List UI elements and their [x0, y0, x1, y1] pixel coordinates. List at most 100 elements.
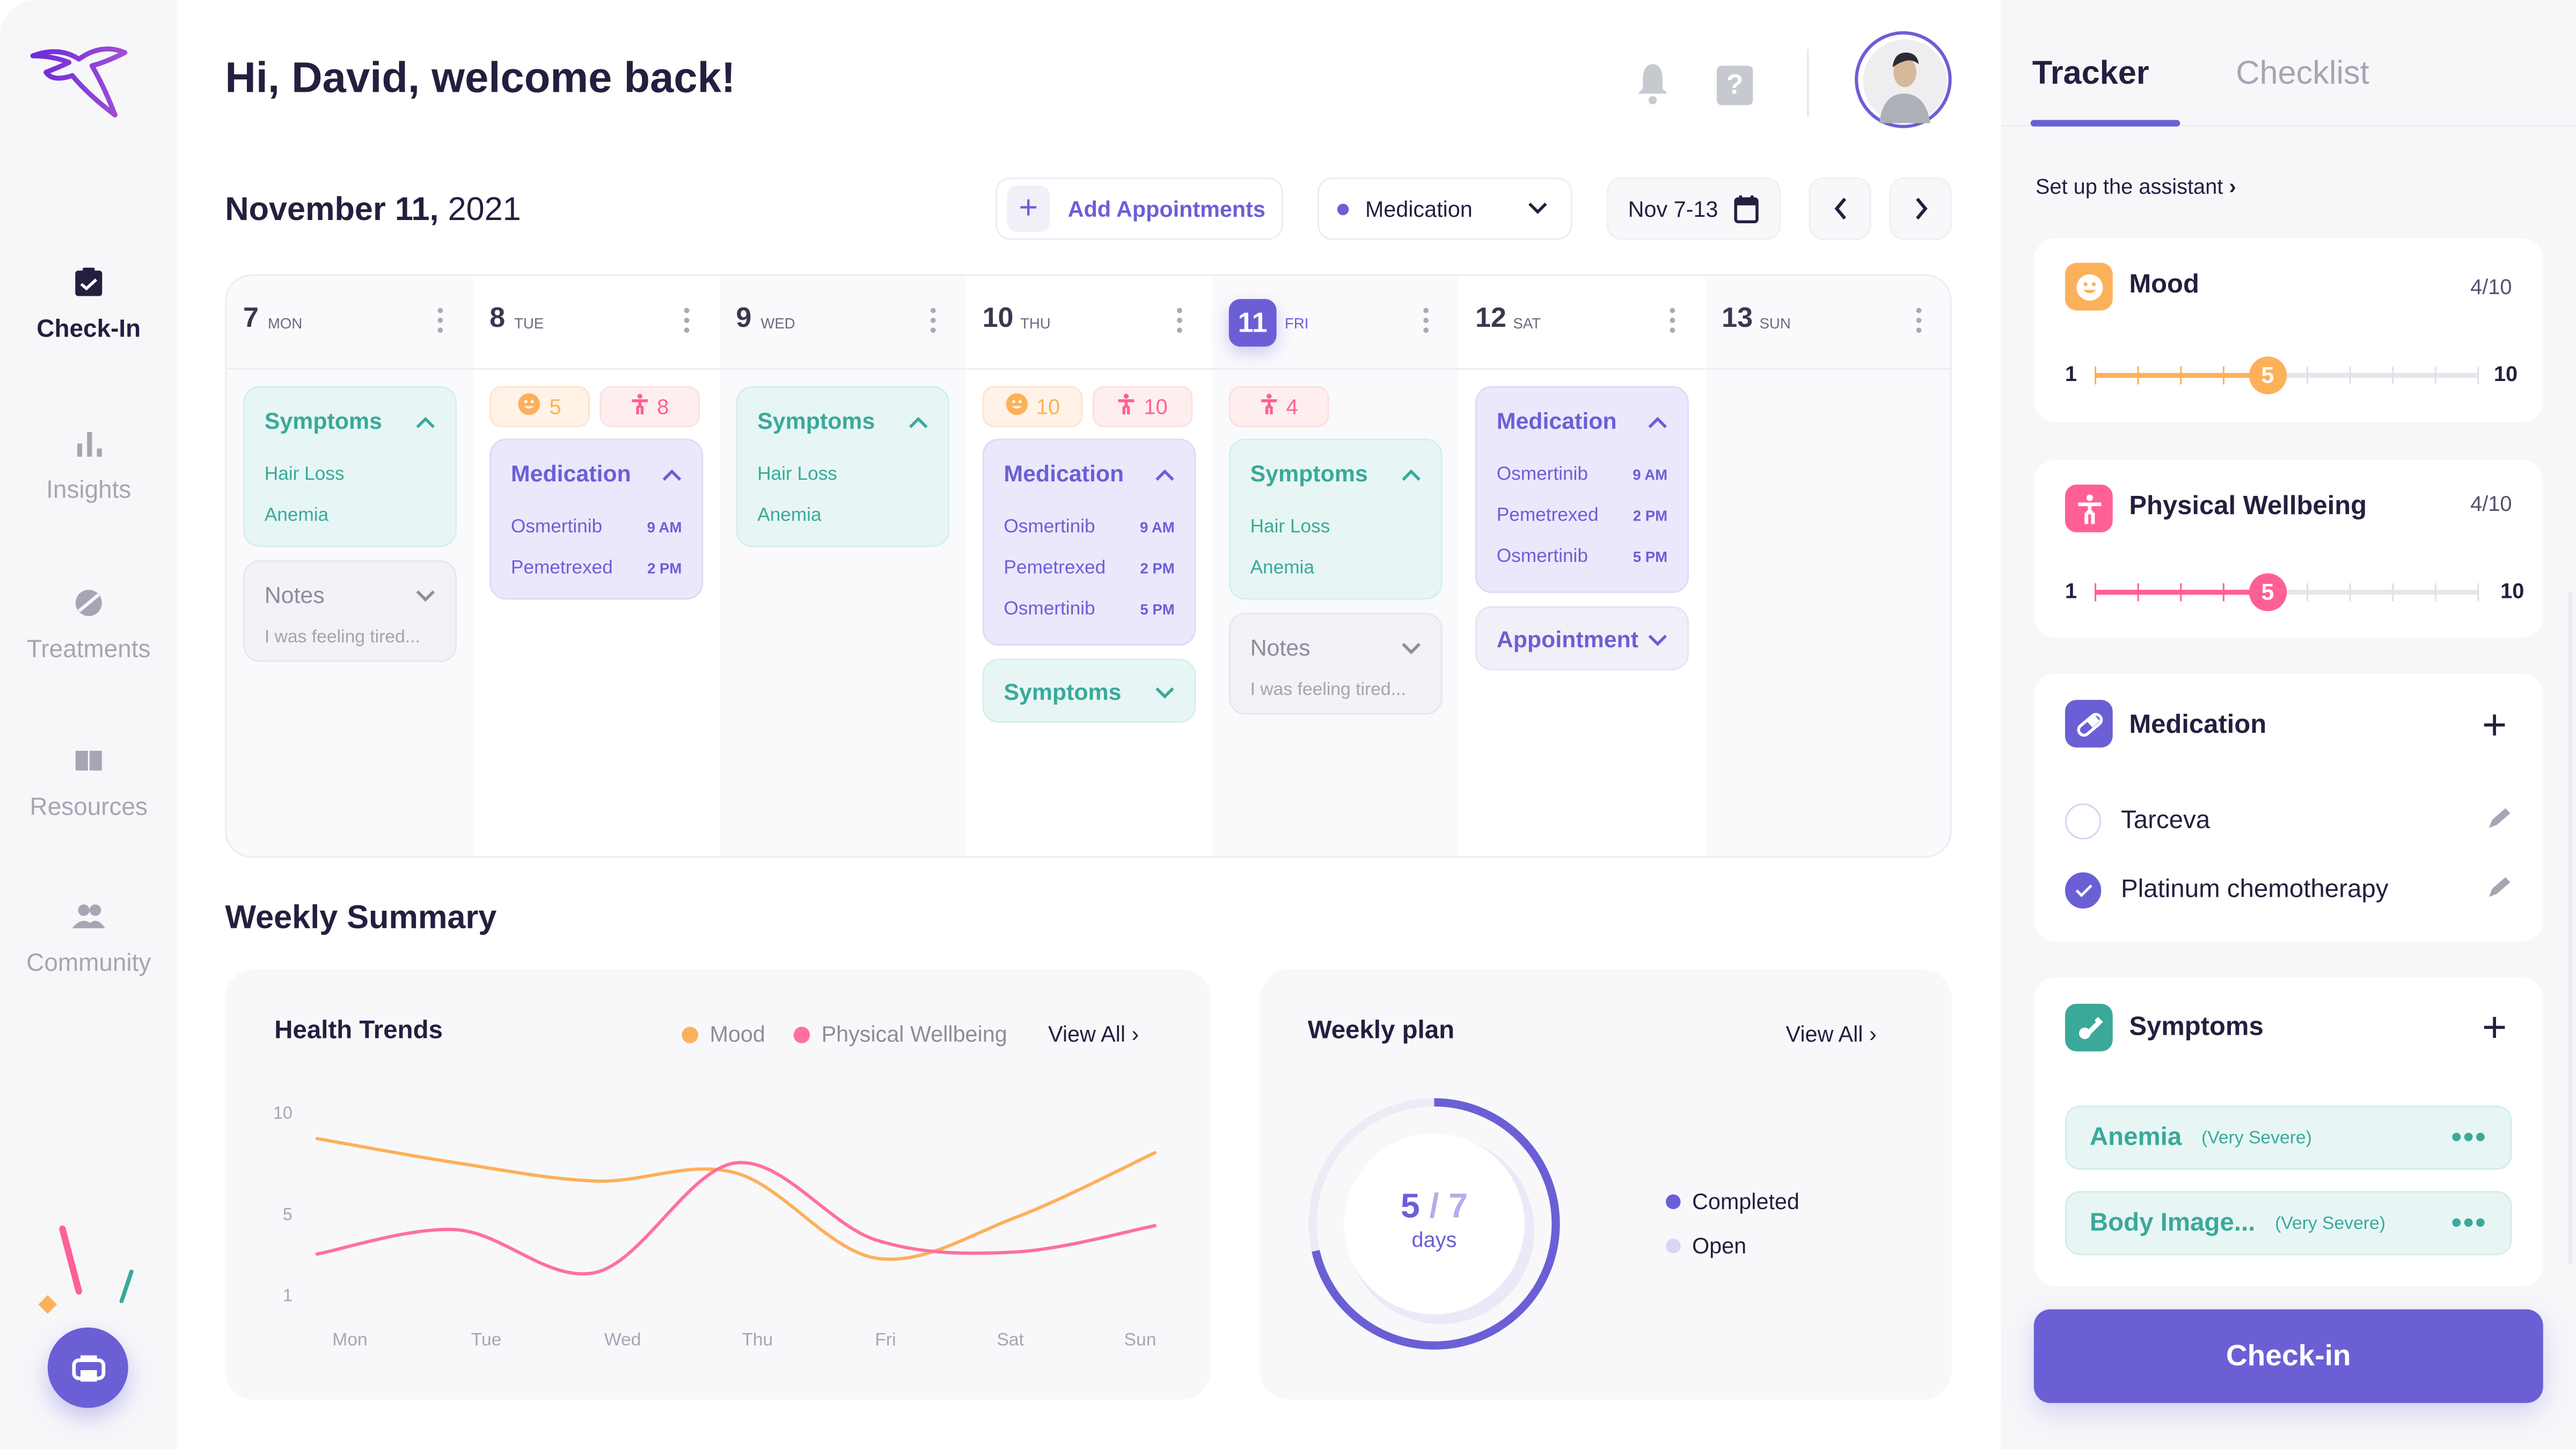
check-in-button[interactable]: Check-in: [2033, 1309, 2543, 1403]
symptom-name: Hair Loss: [264, 464, 345, 484]
weekly-plan-center: 5 / 7 days: [1344, 1188, 1525, 1252]
date-number[interactable]: 9: [736, 302, 752, 334]
medication-time: 9 AM: [1139, 518, 1175, 535]
sidebar: Check-In Insights Treatments Resources C…: [0, 0, 178, 1449]
symptom-name: Anemia: [2089, 1123, 2182, 1151]
kebab-menu-icon[interactable]: [930, 307, 936, 333]
next-week-button[interactable]: [1889, 177, 1952, 240]
tab-divider: [2001, 125, 2576, 127]
symptom-item[interactable]: Anemia (Very Severe) •••: [2065, 1106, 2512, 1170]
mood-badge[interactable]: 10: [982, 386, 1083, 427]
notes-card-header[interactable]: Notes: [245, 562, 455, 627]
sidebar-item-resources[interactable]: Resources: [0, 744, 178, 823]
health-trends-view-all-link[interactable]: View All ›: [1048, 1022, 1139, 1046]
medication-name: Osmertinib: [1496, 546, 1588, 566]
medication-card-header[interactable]: Medication: [984, 440, 1195, 506]
print-button[interactable]: [47, 1327, 128, 1408]
score-badges: 10 10: [982, 386, 1196, 427]
physical-wellbeing-slider[interactable]: 5: [2095, 573, 2479, 611]
day-header: 10 THU: [965, 276, 1213, 370]
help-icon[interactable]: ?: [1716, 65, 1753, 105]
chevron-down-icon: [1528, 202, 1547, 214]
add-appointments-button[interactable]: + Add Appointments: [996, 177, 1283, 240]
chevron-up-icon: [1401, 460, 1421, 486]
tab-checklist[interactable]: Checklist: [2236, 56, 2369, 92]
sidebar-item-check-in[interactable]: Check-In: [0, 266, 178, 345]
date-number[interactable]: 13: [1722, 302, 1753, 334]
date-number[interactable]: 8: [489, 302, 506, 334]
kebab-menu-icon[interactable]: [1423, 307, 1429, 333]
previous-week-button[interactable]: [1809, 177, 1871, 240]
weekly-plan-view-all-link[interactable]: View All ›: [1786, 1022, 1877, 1046]
kebab-menu-icon[interactable]: [1176, 307, 1183, 333]
kebab-menu-icon[interactable]: [683, 307, 690, 333]
category-filter-dropdown[interactable]: Medication: [1318, 177, 1572, 240]
slider-tick: [2350, 366, 2352, 385]
x-tick-label: Fri: [875, 1330, 896, 1350]
slider-knob[interactable]: 5: [2249, 573, 2287, 611]
sidebar-item-treatments[interactable]: Treatments: [0, 587, 178, 665]
bell-icon[interactable]: [1636, 62, 1669, 105]
avatar[interactable]: [1855, 31, 1952, 128]
add-medication-button[interactable]: +: [2482, 700, 2507, 749]
active-tab-indicator: [2030, 120, 2180, 127]
medication-card-header[interactable]: Medication: [491, 440, 701, 506]
mood-slider[interactable]: 5: [2095, 356, 2479, 394]
card-title: Appointment: [1496, 625, 1639, 652]
card-items: Hair Loss Anemia: [737, 453, 948, 545]
symptom-item[interactable]: Body Image... (Very Severe) •••: [2065, 1191, 2512, 1255]
day-of-week: FRI: [1284, 315, 1309, 332]
physical-badge[interactable]: 4: [1228, 386, 1329, 427]
pencil-icon[interactable]: [2486, 804, 2512, 838]
notes-card-header[interactable]: Notes: [1231, 614, 1441, 680]
sidebar-item-label: Check-In: [36, 315, 141, 343]
sidebar-item-insights[interactable]: Insights: [0, 427, 178, 506]
kebab-menu-icon[interactable]: [437, 307, 443, 333]
list-item: Osmertinib 5 PM: [1477, 536, 1687, 577]
pencil-icon[interactable]: [2486, 873, 2512, 908]
date-number[interactable]: 12: [1475, 302, 1506, 334]
symptoms-card-header[interactable]: Symptoms: [245, 387, 455, 453]
more-options-icon[interactable]: •••: [2451, 1120, 2487, 1153]
mood-badge[interactable]: 5: [489, 386, 590, 427]
score-badges: 4: [1228, 386, 1443, 427]
medication-time: 2 PM: [1140, 559, 1175, 576]
notes-card: Notes I was feeling tired...: [1228, 612, 1443, 715]
x-tick-label: Thu: [742, 1330, 773, 1350]
slider-fill: [2095, 589, 2267, 595]
hummingbird-logo-icon[interactable]: [30, 39, 128, 121]
kebab-menu-icon[interactable]: [1669, 307, 1675, 333]
week-calendar: 7 MON Symptoms Hair Loss Anemia Notes I was fe…: [225, 274, 1952, 858]
medication-name: Pemetrexed: [511, 558, 613, 578]
setup-assistant-link[interactable]: Set up the assistant ›: [2036, 174, 2236, 199]
symptoms-card-header[interactable]: Symptoms: [737, 387, 948, 453]
slider-max: 10: [2500, 578, 2524, 603]
current-date: November 11, 2021: [225, 192, 521, 230]
physical-wellbeing-card: Physical Wellbeing 4/10 1 5 10: [2033, 460, 2543, 638]
add-symptom-button[interactable]: +: [2482, 1002, 2507, 1052]
appointment-card-header[interactable]: Appointment: [1477, 608, 1687, 669]
date-number[interactable]: 7: [243, 302, 259, 334]
physical-badge[interactable]: 8: [599, 386, 700, 427]
kebab-menu-icon[interactable]: [1915, 307, 1922, 333]
date-number[interactable]: 10: [982, 302, 1014, 334]
date-range-picker[interactable]: Nov 7-13: [1606, 177, 1781, 240]
scrollbar[interactable]: [2567, 591, 2573, 1265]
tab-tracker[interactable]: Tracker: [2032, 56, 2149, 92]
card-title: Notes: [264, 581, 325, 608]
mood-card: Mood 4/10 1 5 10: [2033, 238, 2543, 422]
view-all-label: View All: [1048, 1022, 1126, 1046]
medication-card-header[interactable]: Medication: [1477, 387, 1687, 453]
medication-checkbox[interactable]: [2065, 803, 2102, 840]
card-items: Hair Loss Anemia: [1231, 506, 1441, 598]
symptoms-card-header[interactable]: Symptoms: [1231, 440, 1441, 506]
today-date-number[interactable]: 11: [1228, 299, 1277, 347]
physical-badge[interactable]: 10: [1092, 386, 1193, 427]
symptoms-card-header[interactable]: Symptoms: [984, 661, 1195, 721]
medication-checkbox[interactable]: [2065, 872, 2102, 909]
more-options-icon[interactable]: •••: [2451, 1205, 2487, 1239]
day-entries: Symptoms Hair Loss Anemia: [736, 386, 950, 560]
slider-knob[interactable]: 5: [2249, 356, 2287, 394]
sidebar-item-community[interactable]: Community: [0, 901, 178, 979]
